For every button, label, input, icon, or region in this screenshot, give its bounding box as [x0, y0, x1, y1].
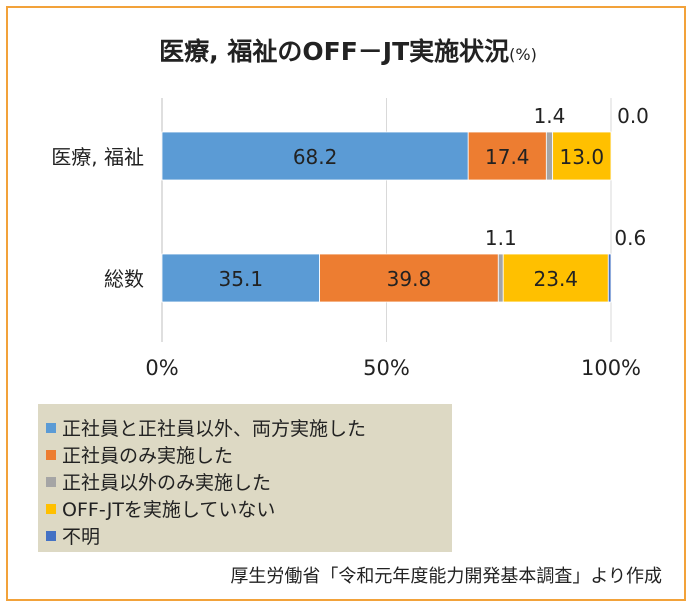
data-label: 23.4	[534, 267, 579, 291]
legend-item: 不明	[46, 522, 100, 549]
x-tick-label: 0%	[145, 356, 178, 380]
x-tick-label: 100%	[581, 356, 641, 380]
legend-label: OFF-JTを実施していない	[62, 499, 276, 521]
chart-title-unit: (%)	[509, 45, 537, 64]
legend-swatch	[46, 530, 56, 541]
source-note: 厚生労働省「令和元年度能力開発基本調査」より作成	[230, 566, 662, 587]
legend-item: 正社員と正社員以外、両方実施した	[46, 414, 366, 441]
bar-segment	[467, 131, 547, 181]
bar-segment	[502, 253, 609, 303]
bar-segment	[545, 131, 554, 181]
legend-swatch	[46, 449, 56, 460]
data-label: 13.0	[560, 145, 605, 169]
chart-title: 医療, 福祉のOFF－JT実施状況(%)	[0, 32, 696, 68]
data-label: 17.4	[485, 145, 530, 169]
bar-segment	[161, 131, 469, 181]
bar-segment	[161, 253, 320, 303]
legend-item: OFF-JTを実施していない	[46, 495, 275, 522]
legend-label: 正社員と正社員以外、両方実施した	[62, 418, 367, 440]
data-label: 35.1	[219, 267, 264, 291]
legend-label: 正社員のみ実施した	[62, 445, 234, 467]
category-label: 総数	[104, 267, 144, 291]
data-label: 1.4	[534, 104, 566, 128]
legend-label: 正社員以外のみ実施した	[62, 472, 272, 494]
bar-segment	[497, 253, 504, 303]
data-label: 1.1	[485, 226, 517, 250]
legend-item: 正社員以外のみ実施した	[46, 468, 271, 495]
category-label: 医療, 福祉	[51, 145, 144, 169]
data-label: 39.8	[387, 267, 432, 291]
bar-segment	[552, 131, 612, 181]
x-tick-label: 50%	[363, 356, 410, 380]
legend-swatch	[46, 422, 56, 433]
legend-swatch	[46, 503, 56, 514]
bar-segment	[319, 253, 499, 303]
data-label: 68.2	[293, 145, 338, 169]
legend: 正社員と正社員以外、両方実施した 正社員のみ実施した正社員以外のみ実施した OFF-…	[38, 404, 452, 552]
legend-swatch	[46, 476, 56, 487]
legend-label: 不明	[62, 526, 101, 548]
chart-title-text: 医療, 福祉のOFF－JT実施状況	[159, 37, 510, 66]
bar-segment	[607, 253, 612, 303]
data-label: 0.6	[614, 226, 646, 250]
data-label: 0.0	[617, 104, 649, 128]
legend-item: 正社員のみ実施した	[46, 441, 233, 468]
